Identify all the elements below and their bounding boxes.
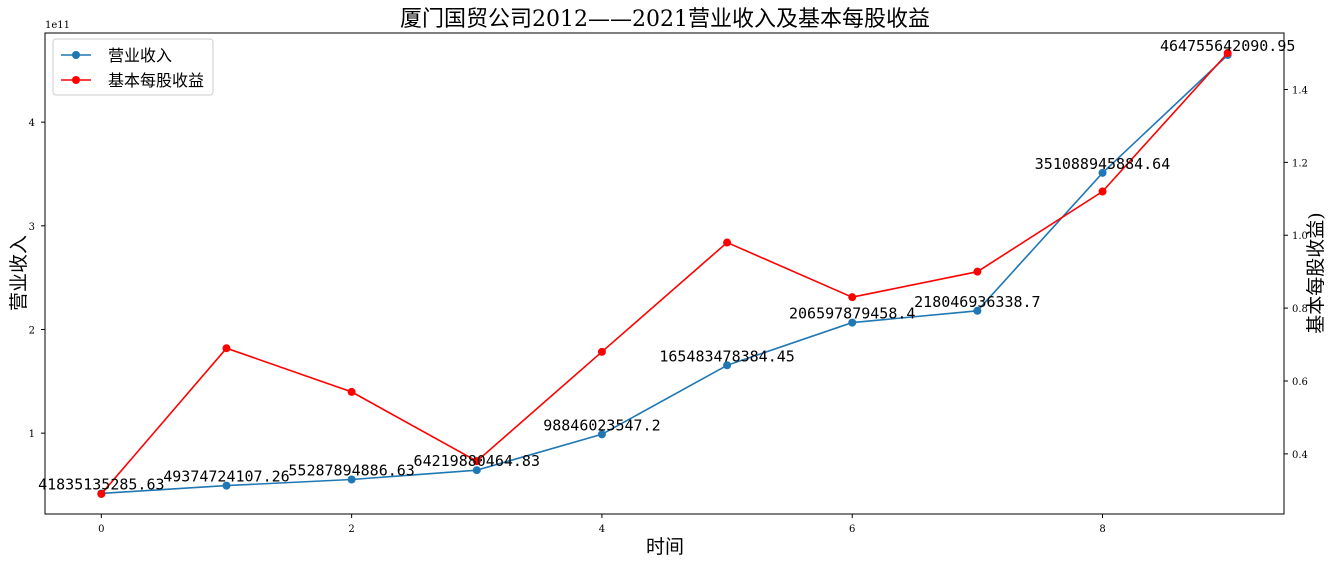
data-label: 165483478384.45 <box>659 347 794 365</box>
series-1-point <box>472 457 481 466</box>
series-1-point <box>1098 187 1107 196</box>
legend-label-1: 基本每股收益 <box>108 71 204 90</box>
series-1-point <box>1223 49 1232 58</box>
series-line-0 <box>101 54 1229 495</box>
legend-label-0: 营业收入 <box>108 46 172 65</box>
y-left-tick-label: 4 <box>29 118 35 129</box>
x-tick-label: 2 <box>348 524 354 535</box>
series-1-point <box>97 489 106 498</box>
x-tick-label: 4 <box>599 524 605 535</box>
y-left-tick-label: 3 <box>29 222 35 233</box>
y-ticks-right: 0.4 0.6 0.8 1.0 1.2 1.4 <box>1284 85 1308 461</box>
data-label: 49374724107.26 <box>163 468 289 486</box>
x-tick-label: 8 <box>1099 524 1105 535</box>
y-right-tick-label: 0.8 <box>1292 304 1308 315</box>
legend-marker-1 <box>72 76 80 84</box>
data-label: 218046936338.7 <box>914 293 1040 311</box>
series-0-point <box>723 361 732 370</box>
y-right-tick-label: 0.4 <box>1292 450 1308 461</box>
series-1-point <box>723 238 732 247</box>
series-0-point <box>848 318 857 327</box>
series-0-point <box>973 306 982 315</box>
y-ticks-left: 1 2 3 4 <box>29 118 45 440</box>
data-label: 464755642090.95 <box>1160 37 1295 55</box>
series-1-point <box>597 347 606 356</box>
y-right-tick-label: 0.6 <box>1292 377 1308 388</box>
series-line-1 <box>100 52 1229 495</box>
y-left-tick-label: 2 <box>29 325 35 336</box>
series-1-point <box>848 293 857 302</box>
series-0-point <box>597 430 606 439</box>
x-tick-label: 6 <box>849 524 855 535</box>
data-label: 351088945884.64 <box>1035 155 1170 173</box>
data-label: 64219880464.83 <box>414 452 540 470</box>
series-1-point <box>973 267 982 276</box>
series-1-point <box>347 387 356 396</box>
x-axis-title: 时间 <box>646 536 684 558</box>
x-ticks: 0 2 4 6 8 <box>98 514 1106 535</box>
legend-marker-0 <box>72 51 80 59</box>
left-axis-offset-text: 1e11 <box>45 20 70 31</box>
y-right-tick-label: 1.2 <box>1292 158 1308 169</box>
plot-area <box>44 32 1285 515</box>
data-labels-layer: 41835135285.6349374724107.2655287894886.… <box>38 37 1295 493</box>
series-0-point <box>222 481 231 490</box>
legend-box <box>52 38 214 96</box>
series-0-point <box>1098 168 1107 177</box>
y-axis-right-title: 基本每股收益) <box>1305 212 1327 333</box>
data-label: 55287894886.63 <box>288 461 414 479</box>
data-label: 206597879458.4 <box>789 305 915 323</box>
x-tick-label: 0 <box>98 524 104 535</box>
y-right-tick-label: 1.0 <box>1292 231 1308 242</box>
series-layer <box>97 49 1232 498</box>
data-label: 98846023547.2 <box>543 416 660 434</box>
y-left-tick-label: 1 <box>29 429 35 440</box>
chart-title: 厦门国贸公司2012——2021营业收入及基本每股收益 <box>400 7 930 32</box>
data-label: 41835135285.63 <box>38 475 164 493</box>
series-0-point <box>347 475 356 484</box>
y-axis-left-title: 营业收入 <box>8 235 30 311</box>
series-0-point <box>472 466 481 475</box>
series-1-point <box>222 344 231 353</box>
y-right-tick-label: 1.4 <box>1292 85 1308 96</box>
